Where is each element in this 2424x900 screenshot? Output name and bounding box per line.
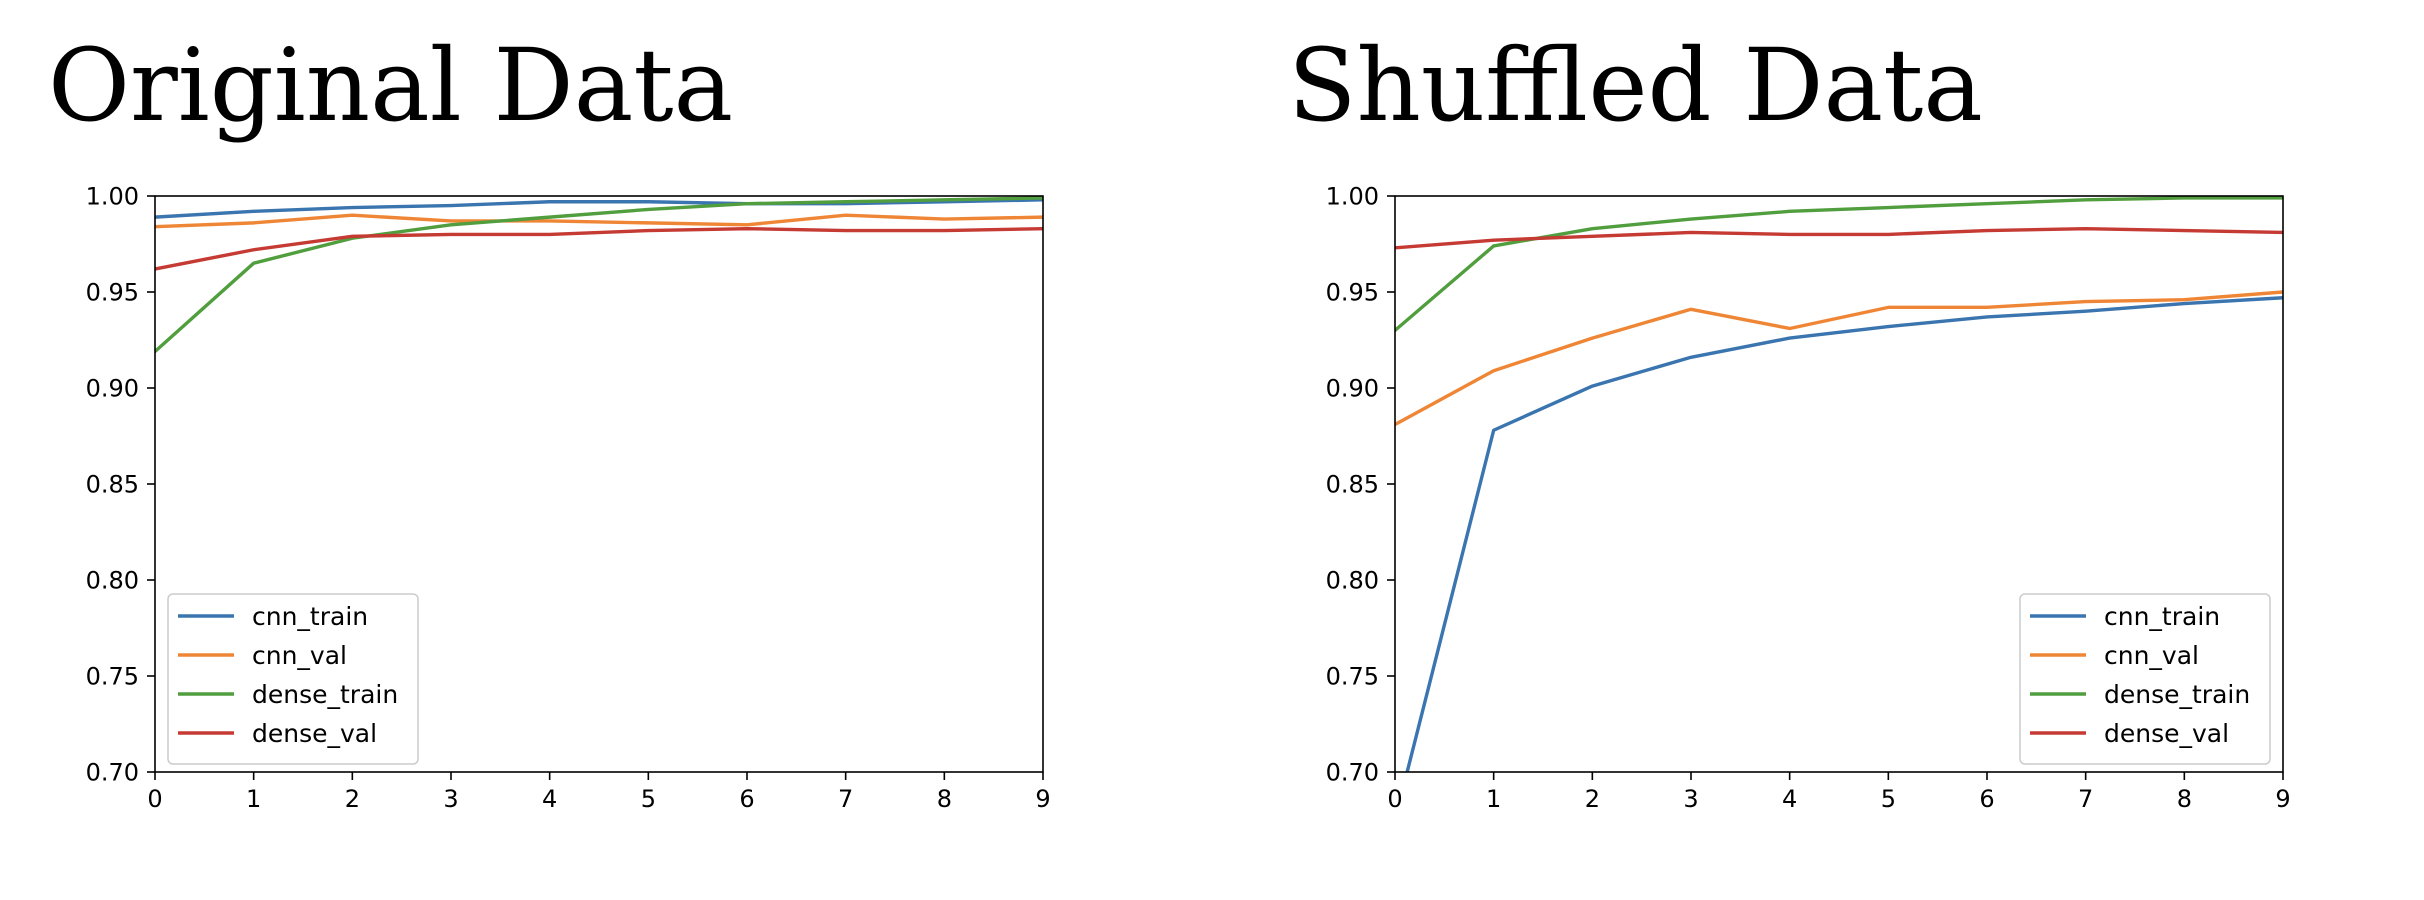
x-tick-label: 2	[1585, 785, 1600, 813]
legend: cnn_train cnn_val dense_train dense_val	[167, 593, 419, 765]
y-tick-label: 0.70	[86, 759, 139, 787]
x-tick-label: 9	[2275, 785, 2290, 813]
legend: cnn_train cnn_val dense_train dense_val	[2019, 593, 2271, 765]
legend-label-cnn_val: cnn_val	[252, 641, 347, 670]
series-line-dense_val	[155, 226, 1043, 271]
y-tick-label: 0.90	[86, 375, 139, 403]
y-tick-label: 0.85	[1326, 471, 1379, 499]
y-tick-label: 0.95	[1326, 279, 1379, 307]
y-tick-label: 0.90	[1326, 375, 1379, 403]
legend-label-cnn_train: cnn_train	[2104, 602, 2220, 631]
legend-label-cnn_val: cnn_val	[2104, 641, 2199, 670]
legend-box	[167, 593, 419, 765]
x-tick-label: 5	[1881, 785, 1896, 813]
x-tick-label: 7	[838, 785, 853, 813]
x-tick-label: 4	[1782, 785, 1797, 813]
y-tick-label: 0.75	[86, 663, 139, 691]
series-layer	[1395, 196, 2283, 772]
legend-label-dense_train: dense_train	[252, 680, 398, 709]
legend-box	[2019, 593, 2271, 765]
x-tick-label: 6	[739, 785, 754, 813]
series-line-cnn_val	[1395, 290, 2283, 427]
chart-original-data: Original Data 0 1 2 3 4 5 6 7 8 9 0.70 0.75 0.80 0.85…	[48, 27, 1051, 813]
x-tick-label: 8	[2177, 785, 2192, 813]
y-tick-label: 0.95	[86, 279, 139, 307]
x-tick-label: 5	[641, 785, 656, 813]
series-line-dense_val	[1395, 226, 2283, 250]
series-line-cnn_train	[1405, 296, 2283, 772]
x-tick-label: 3	[443, 785, 458, 813]
y-tick-label: 0.75	[1326, 663, 1379, 691]
x-tick-label: 1	[246, 785, 261, 813]
series-layer	[155, 196, 1043, 354]
axes-layer: 0 1 2 3 4 5 6 7 8 9 0.70 0.75 0.80 0.85 0.90 0.95 1.00	[1326, 183, 2291, 814]
x-tick-label: 0	[147, 785, 162, 813]
x-tick-label: 4	[542, 785, 557, 813]
x-tick-label: 8	[937, 785, 952, 813]
series-line-cnn_train	[155, 198, 1043, 219]
series-line-cnn_val	[155, 213, 1043, 229]
x-tick-label: 0	[1387, 785, 1402, 813]
x-tick-label: 3	[1683, 785, 1698, 813]
series-line-dense_train	[1395, 196, 2283, 333]
y-tick-label: 1.00	[86, 183, 139, 211]
x-tick-label: 9	[1035, 785, 1050, 813]
y-tick-label: 0.70	[1326, 759, 1379, 787]
chart-title: Original Data	[48, 27, 733, 144]
chart-shuffled-data: Shuffled Data 0 1 2 3 4 5 6 7 8 9 0.70 0.75 0.80 0.85…	[1288, 27, 2291, 814]
legend-label-dense_train: dense_train	[2104, 680, 2250, 709]
legend-label-dense_val: dense_val	[2104, 719, 2229, 748]
x-tick-label: 2	[345, 785, 360, 813]
chart-title: Shuffled Data	[1288, 27, 1983, 144]
y-tick-label: 1.00	[1326, 183, 1379, 211]
legend-label-dense_val: dense_val	[252, 719, 377, 748]
series-line-dense_train	[155, 196, 1043, 354]
legend-label-cnn_train: cnn_train	[252, 602, 368, 631]
axes-layer: 0 1 2 3 4 5 6 7 8 9 0.70 0.75 0.80 0.85 0.90 0.95 1.00	[86, 183, 1051, 814]
y-tick-label: 0.80	[1326, 567, 1379, 595]
y-tick-label: 0.85	[86, 471, 139, 499]
x-tick-label: 6	[1979, 785, 1994, 813]
y-tick-label: 0.80	[86, 567, 139, 595]
x-tick-label: 1	[1486, 785, 1501, 813]
x-tick-label: 7	[2078, 785, 2093, 813]
